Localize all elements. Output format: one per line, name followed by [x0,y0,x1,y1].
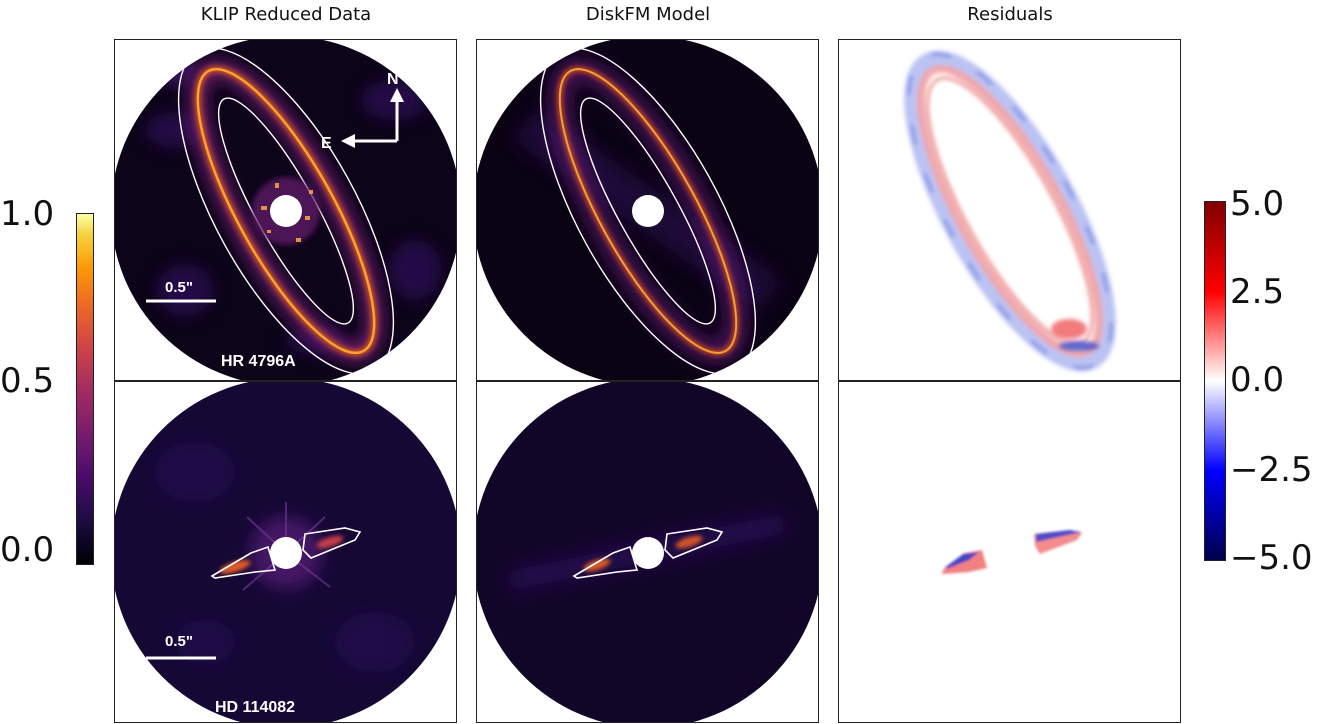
scale-bar-label: 0.5" [165,279,193,296]
panel-hr4796a-residuals [838,39,1181,381]
compass: N E [321,71,404,152]
target-label-hd114082: HD 114082 [215,699,295,716]
panel-hd114082-model [476,381,819,723]
panel-hd114082-residuals [838,381,1181,723]
colorbar-right [1204,201,1226,561]
column-title-residuals: Residuals [967,4,1053,25]
column-title-diskfm: DiskFM Model [585,4,711,25]
colorbar-left-tick-1: 1.0 [0,194,55,234]
colorbar-right-tick-2: 2.5 [1230,272,1285,312]
colorbar-left-tick-3: 0.0 [0,530,55,570]
colorbar-right-tick-5: −5.0 [1230,538,1313,578]
compass-north-label: N [387,71,399,88]
scale-bar-label-2: 0.5" [165,633,193,650]
panel-hd114082-data: 0.5" HD 114082 [114,381,457,723]
colorbar-left-tick-2: 0.5 [0,361,55,401]
compass-east-label: E [321,135,332,152]
colorbar-right-tick-1: 5.0 [1230,184,1285,224]
panel-hr4796a-data: N E 0.5" HR 4796A [114,39,457,381]
colorbar-right-tick-4: −2.5 [1230,450,1313,490]
colorbar-left [76,213,94,565]
target-label-hr4796a: HR 4796A [221,353,296,370]
colorbar-right-tick-3: 0.0 [1230,360,1285,400]
column-title-klip: KLIP Reduced Data [200,4,372,25]
panel-hr4796a-model [476,39,819,381]
